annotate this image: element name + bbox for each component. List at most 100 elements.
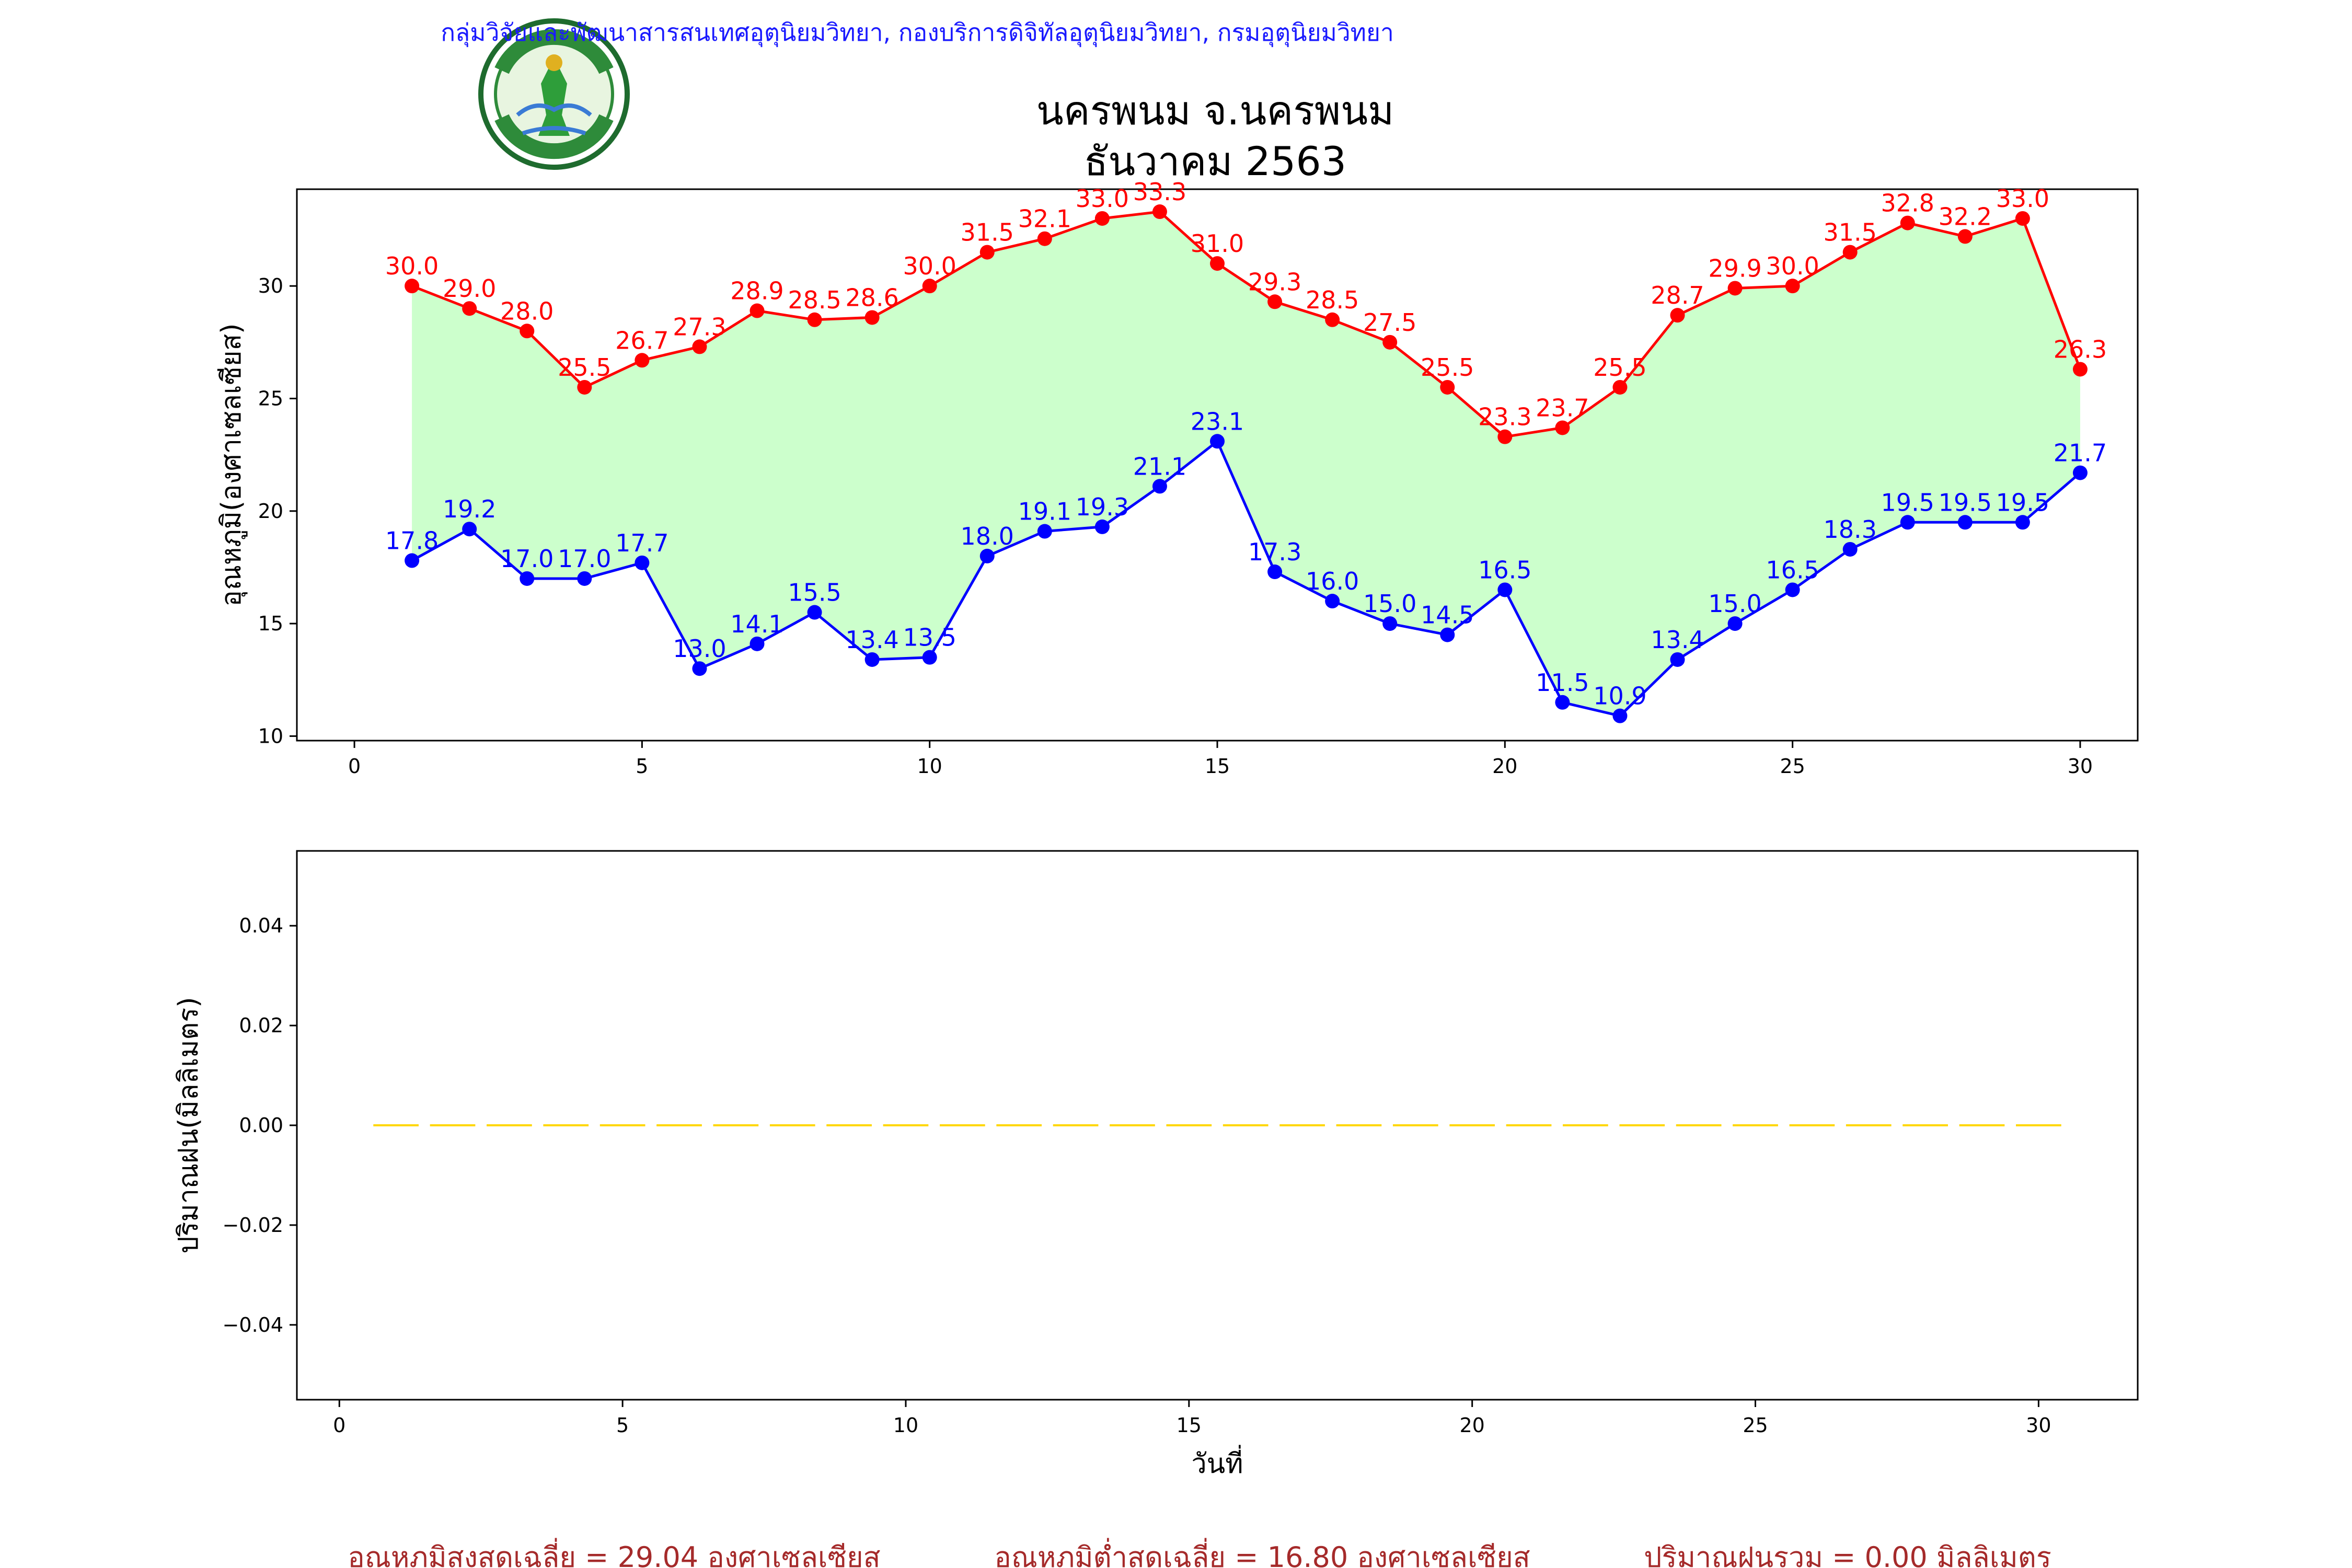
max-temp-label: 31.5 <box>1823 218 1876 247</box>
temp-y-axis-label: อุณหภูมิ(องศาเซลเซียส) <box>216 324 248 607</box>
min-temp-label: 19.2 <box>443 495 496 523</box>
max-temp-label: 30.0 <box>385 252 439 280</box>
min-temp-label: 19.5 <box>1939 488 1992 516</box>
max-temp-label: 32.2 <box>1939 202 1992 230</box>
rain-bar <box>1619 1124 1665 1126</box>
department-logo <box>478 18 630 170</box>
min-temp-point <box>520 571 535 586</box>
rain-bar <box>2016 1124 2061 1126</box>
temp-x-tick-label: 15 <box>1205 755 1230 778</box>
max-temp-point <box>1210 256 1225 271</box>
max-temp-label: 25.5 <box>1421 353 1474 382</box>
max-temp-label: 29.0 <box>443 274 496 303</box>
rain-bar <box>1166 1124 1212 1126</box>
temp-x-tick-label: 25 <box>1780 755 1805 778</box>
min-temp-point <box>807 605 822 620</box>
min-temp-point <box>979 548 995 563</box>
min-temp-point <box>1612 708 1628 723</box>
max-temp-point <box>577 379 592 395</box>
max-temp-label: 32.8 <box>1881 189 1934 217</box>
min-temp-label: 19.1 <box>1018 498 1071 526</box>
max-temp-point <box>1727 281 1743 296</box>
chart-title-station: นครพนม จ.นครพนม <box>1036 87 1394 134</box>
total-rain-summary: ปริมาณฝนรวม = 0.00 มิลลิเมตร <box>1644 1541 2051 1568</box>
rain-y-tick-label: −0.04 <box>223 1313 283 1336</box>
min-temp-label: 16.5 <box>1478 556 1531 584</box>
rain-bar <box>1903 1124 1948 1126</box>
max-temp-label: 28.9 <box>730 277 783 305</box>
max-temp-label: 31.5 <box>961 218 1014 247</box>
min-temp-label: 17.0 <box>500 545 554 573</box>
rain-bar <box>1733 1124 1778 1126</box>
temp-y-tick-label: 10 <box>258 724 283 747</box>
rain-bar <box>713 1124 759 1126</box>
min-temp-point <box>2072 465 2088 480</box>
rain-bar <box>883 1124 929 1126</box>
max-temp-point <box>864 310 880 325</box>
min-temp-point <box>750 636 765 651</box>
rain-bar <box>1506 1124 1552 1126</box>
temperature-range-fill <box>412 212 2080 716</box>
min-temp-label: 18.3 <box>1823 515 1876 544</box>
rain-x-tick-label: 25 <box>1743 1414 1768 1437</box>
min-temp-point <box>1382 616 1398 631</box>
rain-bar <box>769 1124 815 1126</box>
max-temp-point <box>692 339 707 354</box>
min-temp-point <box>405 553 420 568</box>
min-temp-label: 14.5 <box>1421 601 1474 629</box>
min-temp-label: 11.5 <box>1536 668 1589 697</box>
rain-bar <box>1392 1124 1438 1126</box>
min-temp-point <box>1037 524 1052 539</box>
min-temp-point <box>635 555 650 570</box>
max-temp-point <box>1152 204 1167 220</box>
min-temp-point <box>1210 434 1225 449</box>
rain-y-tick-label: 0.04 <box>239 914 283 937</box>
rain-y-tick-label: −0.02 <box>223 1214 283 1237</box>
avg-max-summary: อุณหภูมิสูงสุดเฉลี่ย = 29.04 องศาเซลเซีย… <box>348 1538 880 1568</box>
rain-bar <box>656 1124 702 1126</box>
max-temp-point <box>807 312 822 327</box>
min-temp-point <box>577 571 592 586</box>
max-temp-point <box>405 279 420 294</box>
min-temp-point <box>1785 582 1800 597</box>
min-temp-point <box>864 652 880 667</box>
min-temp-label: 15.5 <box>788 579 841 607</box>
rain-x-tick-label: 15 <box>1177 1414 1202 1437</box>
min-temp-point <box>1555 695 1570 710</box>
rain-bar <box>1846 1124 1892 1126</box>
min-temp-label: 15.0 <box>1708 590 1761 618</box>
min-temp-point <box>1152 479 1167 494</box>
min-temp-line <box>411 439 2081 718</box>
temp-y-tick-label: 25 <box>258 387 283 410</box>
avg-min-summary: อุณหภูมิต่ำสุดเฉลี่ย = 16.80 องศาเซลเซีย… <box>994 1538 1530 1568</box>
chart-title-month: ธันวาคม 2563 <box>1084 138 1346 185</box>
max-temp-label: 33.3 <box>1133 178 1186 206</box>
rain-bar <box>1279 1124 1325 1126</box>
max-temp-label: 23.7 <box>1536 394 1589 422</box>
max-temp-label: 28.0 <box>500 297 554 325</box>
max-temp-label: 29.9 <box>1708 254 1761 282</box>
min-temp-label: 10.9 <box>1593 682 1646 710</box>
rain-bar <box>1676 1124 1722 1126</box>
max-temp-point <box>2072 362 2088 377</box>
rain-y-tick-label: 0.00 <box>239 1114 283 1137</box>
min-temp-label: 14.1 <box>730 610 783 638</box>
temperature-chart: 0 5 10 15 20 25 30 10 15 20 25 30 อุณหภูมิ(องศาเซลเซ… <box>216 178 2139 778</box>
max-temp-point <box>1555 420 1570 435</box>
min-temp-label: 16.0 <box>1306 567 1359 595</box>
max-temp-label: 30.0 <box>903 252 956 280</box>
max-temp-label: 28.5 <box>1306 286 1359 314</box>
max-temp-line <box>411 210 2082 439</box>
temp-x-tick-label: 5 <box>636 755 648 778</box>
max-temp-label: 33.0 <box>1076 185 1129 213</box>
max-temp-label: 25.5 <box>558 353 611 382</box>
max-temp-label: 30.0 <box>1766 252 1819 280</box>
rain-x-tick-label: 0 <box>333 1414 345 1437</box>
rain-bar <box>1336 1124 1382 1126</box>
min-temp-point <box>1727 616 1743 631</box>
min-temp-label: 21.1 <box>1133 452 1186 480</box>
min-temp-label: 17.7 <box>615 529 668 557</box>
rain-bar <box>1449 1124 1495 1126</box>
max-temp-label: 32.1 <box>1018 205 1071 233</box>
max-temp-label: 23.3 <box>1478 403 1531 431</box>
